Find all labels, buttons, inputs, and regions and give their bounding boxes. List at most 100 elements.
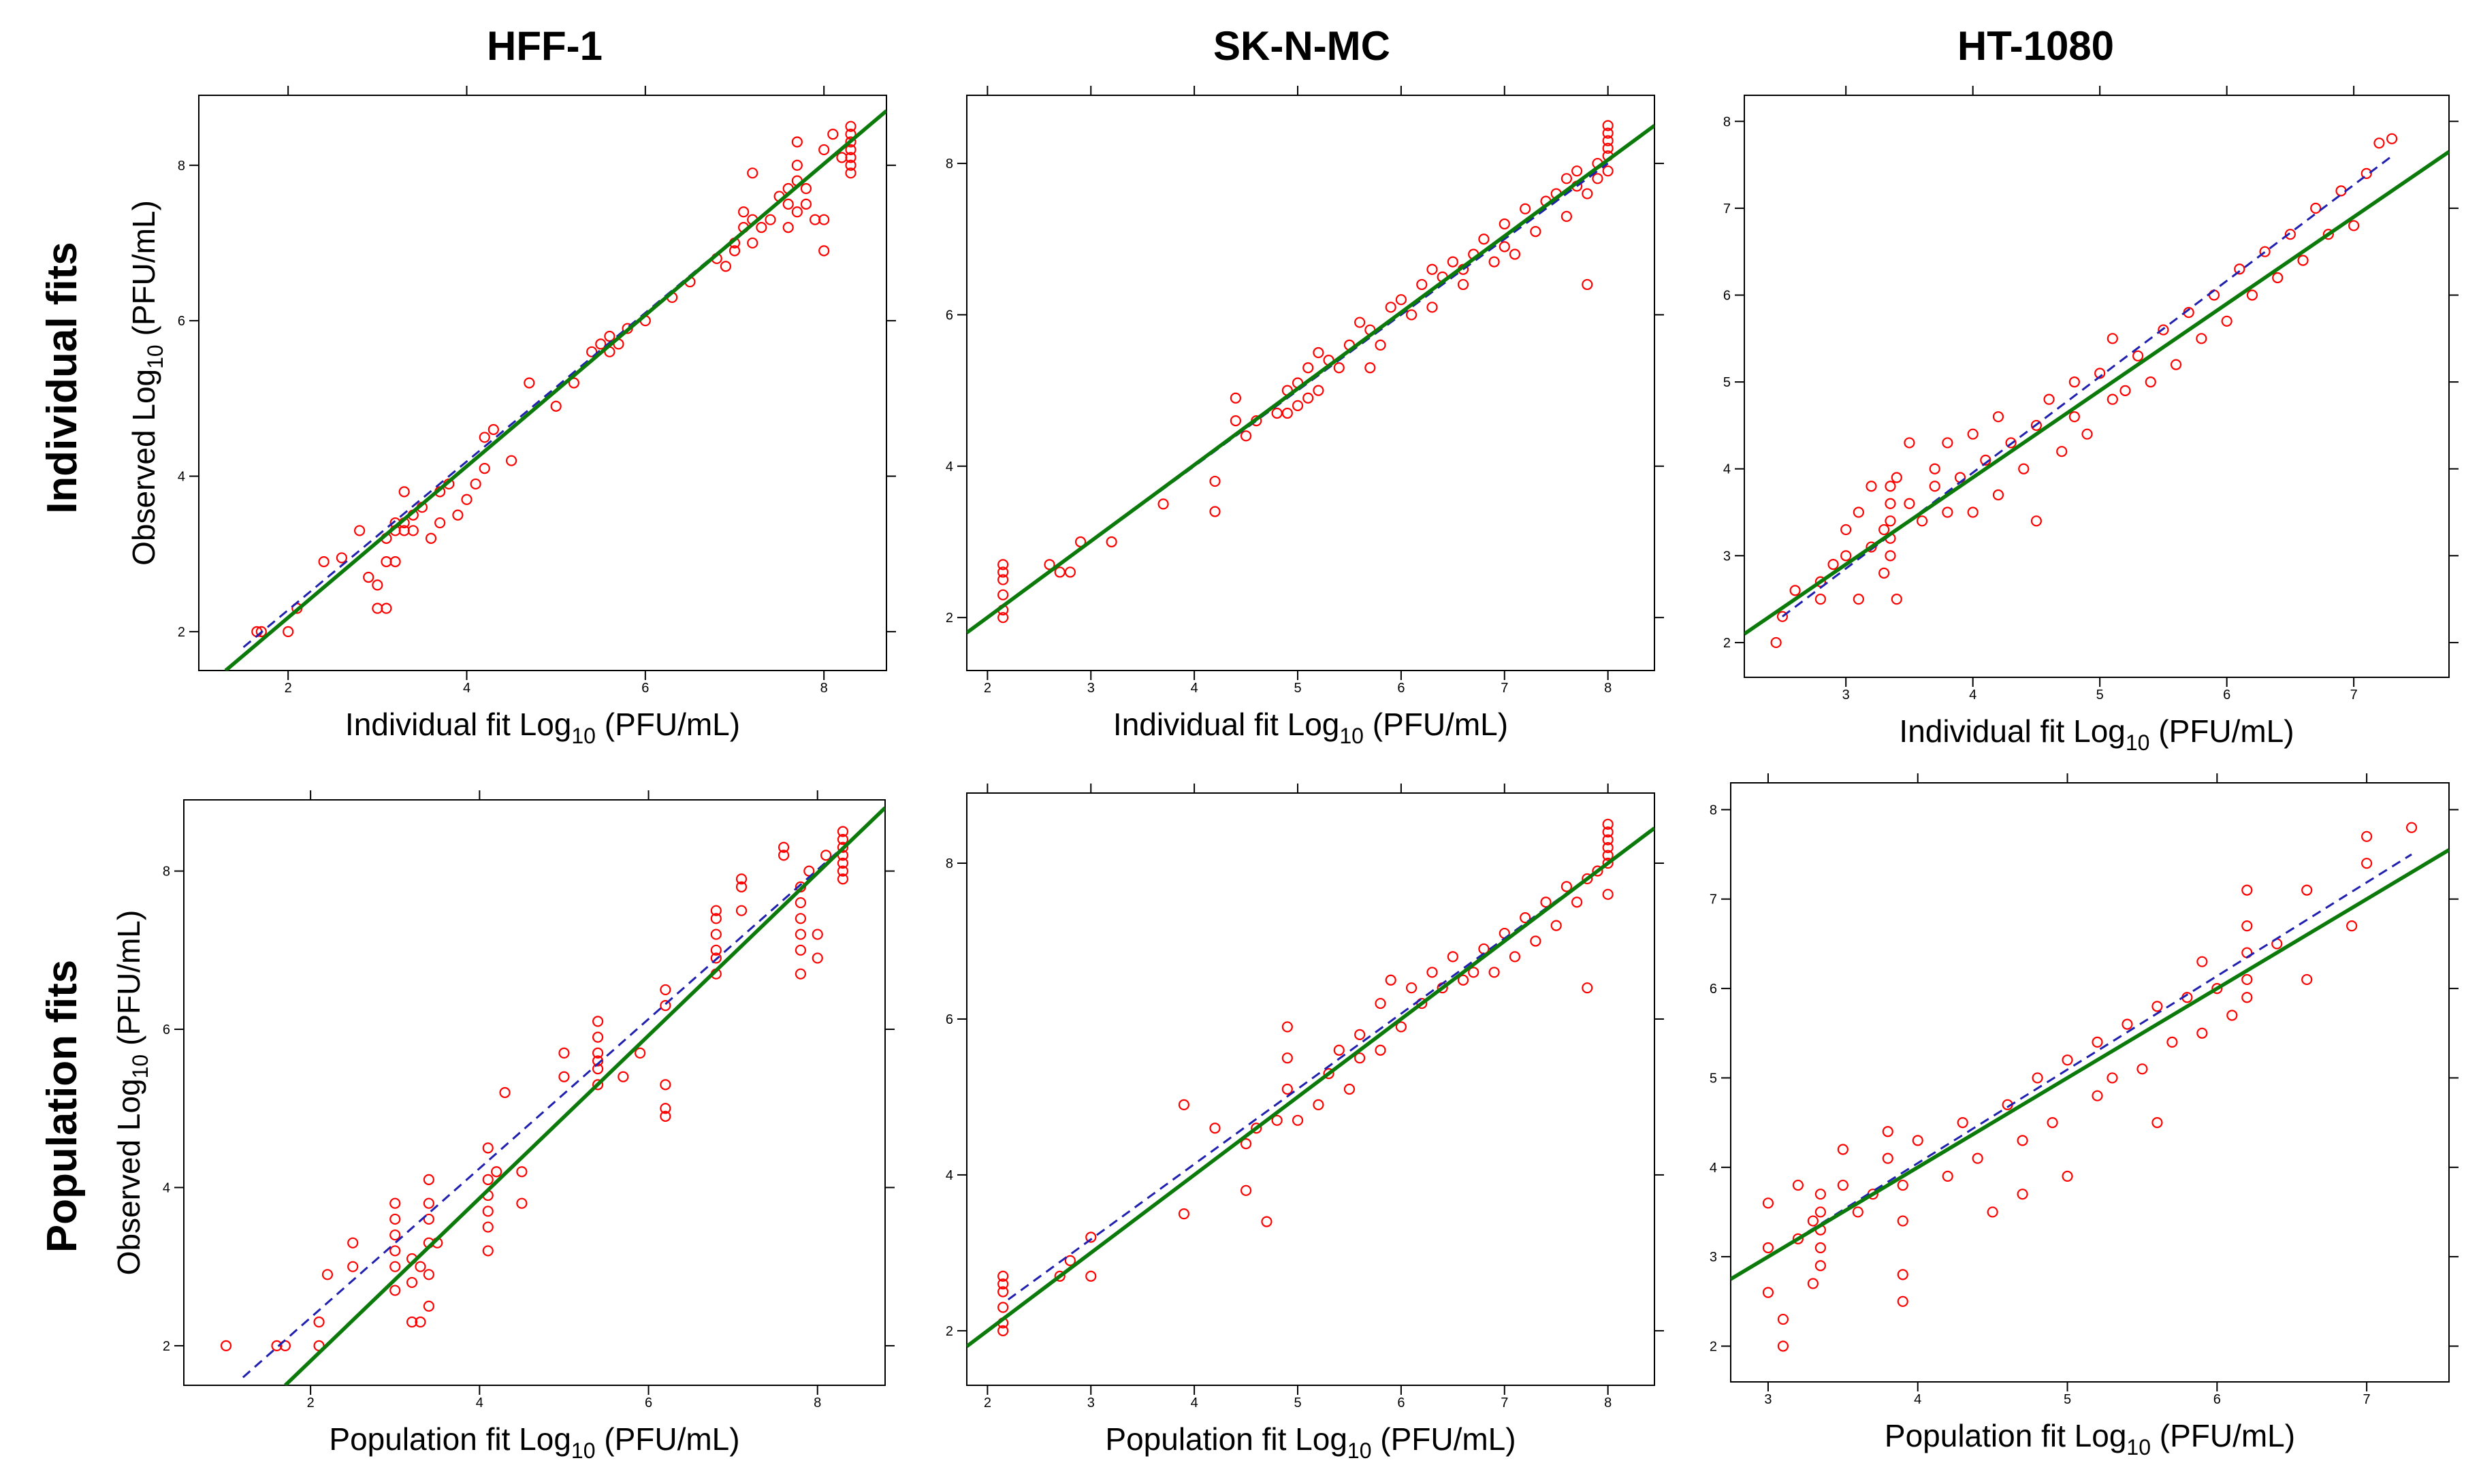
data-point bbox=[795, 897, 807, 909]
data-point bbox=[1602, 826, 1614, 838]
y-tick-label: 4 bbox=[946, 459, 953, 474]
data-point bbox=[1313, 385, 1324, 396]
data-point bbox=[845, 144, 857, 156]
data-point bbox=[499, 1086, 511, 1099]
data-point bbox=[1792, 1233, 1804, 1244]
data-point bbox=[313, 1316, 325, 1328]
data-point bbox=[738, 206, 750, 218]
data-point bbox=[2272, 272, 2284, 284]
data-point bbox=[479, 432, 490, 443]
x-tick-label: 7 bbox=[1501, 1396, 1508, 1410]
data-point bbox=[660, 984, 671, 996]
data-point bbox=[997, 612, 1009, 624]
data-point bbox=[487, 423, 499, 436]
reference-line bbox=[1767, 853, 2412, 1258]
data-point bbox=[2017, 1135, 2028, 1146]
data-point bbox=[1333, 362, 1345, 374]
data-point bbox=[271, 1340, 283, 1351]
x-tick-label: 8 bbox=[820, 681, 828, 696]
data-point bbox=[837, 865, 849, 877]
y-tick-label: 2 bbox=[946, 1324, 953, 1339]
plot-area bbox=[1731, 822, 2449, 1352]
data-point bbox=[1792, 1179, 1804, 1191]
data-point bbox=[747, 167, 758, 179]
y-tick-label: 8 bbox=[946, 856, 953, 871]
data-point bbox=[1762, 1197, 1774, 1209]
y-tick-label: 2 bbox=[946, 611, 953, 626]
data-point bbox=[1230, 415, 1241, 427]
data-point bbox=[997, 574, 1009, 585]
data-point bbox=[845, 120, 857, 132]
y-tick-label: 3 bbox=[1723, 549, 1731, 564]
data-point bbox=[800, 198, 812, 210]
x-tick-label: 4 bbox=[1191, 681, 1198, 696]
data-point bbox=[837, 873, 849, 885]
data-point bbox=[2056, 446, 2068, 457]
data-point bbox=[1866, 481, 1877, 492]
y-tick-label: 8 bbox=[1710, 803, 1717, 818]
data-point bbox=[1904, 498, 1915, 509]
x-tick-label: 4 bbox=[1191, 1396, 1198, 1410]
data-point bbox=[1582, 873, 1593, 885]
data-point bbox=[1416, 278, 1428, 291]
data-point bbox=[1488, 967, 1500, 978]
data-point bbox=[1762, 1287, 1774, 1298]
data-point bbox=[997, 559, 1009, 570]
data-point bbox=[1885, 515, 1896, 527]
data-point bbox=[479, 463, 490, 474]
data-point bbox=[550, 400, 562, 412]
data-point bbox=[1602, 834, 1614, 845]
data-point bbox=[2092, 1090, 2103, 1101]
data-point bbox=[735, 905, 748, 916]
plot-area bbox=[1744, 133, 2449, 649]
y-tick-label: 4 bbox=[1710, 1161, 1717, 1176]
data-point bbox=[2284, 229, 2296, 240]
data-point bbox=[425, 532, 437, 544]
data-point bbox=[1885, 481, 1896, 492]
data-point bbox=[1395, 294, 1407, 306]
data-point bbox=[461, 494, 473, 505]
data-point bbox=[2092, 1036, 2103, 1048]
data-point bbox=[818, 245, 830, 257]
data-point bbox=[1967, 506, 1979, 518]
data-point bbox=[1354, 1052, 1366, 1064]
data-point bbox=[592, 1016, 604, 1027]
y-tick-label: 6 bbox=[163, 1022, 170, 1037]
data-point bbox=[1271, 407, 1283, 419]
data-point bbox=[2032, 1072, 2043, 1084]
data-point bbox=[1457, 278, 1469, 291]
data-point bbox=[710, 913, 722, 924]
data-point bbox=[660, 1079, 671, 1091]
data-point bbox=[1292, 400, 1304, 411]
y-tick-label: 5 bbox=[1710, 1071, 1717, 1086]
y-tick-label: 6 bbox=[946, 308, 953, 323]
data-point bbox=[1447, 256, 1458, 268]
data-point bbox=[1571, 165, 1583, 177]
data-point bbox=[415, 1261, 426, 1272]
data-point bbox=[1942, 506, 1953, 518]
data-point bbox=[604, 330, 615, 342]
data-point bbox=[1814, 1242, 1826, 1254]
data-point bbox=[1209, 1123, 1221, 1134]
data-point bbox=[1416, 997, 1428, 1010]
data-point bbox=[1478, 233, 1490, 245]
data-point bbox=[818, 214, 830, 225]
data-point bbox=[782, 198, 794, 210]
reference-line bbox=[1007, 862, 1609, 1301]
data-point bbox=[2196, 1027, 2208, 1039]
x-tick-label: 6 bbox=[2223, 688, 2230, 703]
y-tick-label: 4 bbox=[163, 1180, 170, 1195]
plot-frame bbox=[966, 95, 1655, 671]
data-point bbox=[2107, 1072, 2118, 1084]
data-point bbox=[1333, 1044, 1345, 1056]
data-point bbox=[1530, 226, 1541, 238]
data-point bbox=[2405, 822, 2418, 833]
x-tick-label: 2 bbox=[285, 681, 292, 696]
data-point bbox=[1209, 475, 1221, 487]
data-point bbox=[1762, 1242, 1774, 1254]
data-point bbox=[2361, 830, 2373, 842]
data-point bbox=[1064, 1255, 1076, 1266]
data-point bbox=[997, 566, 1009, 578]
data-point bbox=[778, 841, 790, 853]
fit-line bbox=[1744, 150, 2449, 636]
